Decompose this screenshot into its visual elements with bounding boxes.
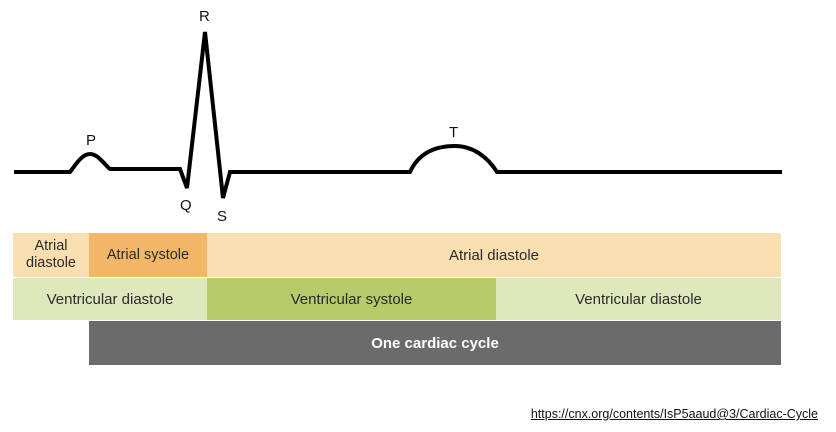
ventricular-diastole-right-band: Ventricular diastole bbox=[496, 278, 781, 320]
ventricular-diastole-left-label: Ventricular diastole bbox=[46, 290, 174, 308]
atrial-diastole-label: Atrial diastole bbox=[448, 246, 540, 264]
atrial-systole-label: Atrial systole bbox=[106, 247, 190, 263]
atrial-systole-band: Atrial systole bbox=[89, 233, 207, 277]
r-wave-label: R bbox=[199, 8, 210, 25]
ventricular-diastole-left-band: Ventricular diastole bbox=[13, 278, 207, 320]
ventricular-systole-label: Ventricular systole bbox=[290, 290, 413, 308]
ventricular-diastole-right-label: Ventricular diastole bbox=[575, 290, 702, 308]
atrial-diastole-left-label: Atrial diastole bbox=[26, 238, 76, 271]
cardiac-cycle-bar: One cardiac cycle bbox=[89, 321, 781, 365]
q-wave-label: Q bbox=[180, 197, 192, 214]
ecg-waveform: P R Q S T bbox=[14, 8, 782, 225]
ecg-trace bbox=[14, 31, 782, 199]
atrial-diastole-band: Atrial diastole bbox=[207, 233, 781, 277]
cardiac-cycle-label: One cardiac cycle bbox=[371, 334, 499, 352]
s-wave-label: S bbox=[217, 208, 227, 225]
t-wave-label: T bbox=[449, 124, 458, 141]
source-link[interactable]: https://cnx.org/contents/IsP5aaud@3/Card… bbox=[530, 407, 818, 421]
p-wave-label: P bbox=[86, 132, 96, 149]
atrial-diastole-left-band: Atrial diastole bbox=[13, 233, 89, 277]
ventricular-systole-band: Ventricular systole bbox=[207, 278, 496, 320]
